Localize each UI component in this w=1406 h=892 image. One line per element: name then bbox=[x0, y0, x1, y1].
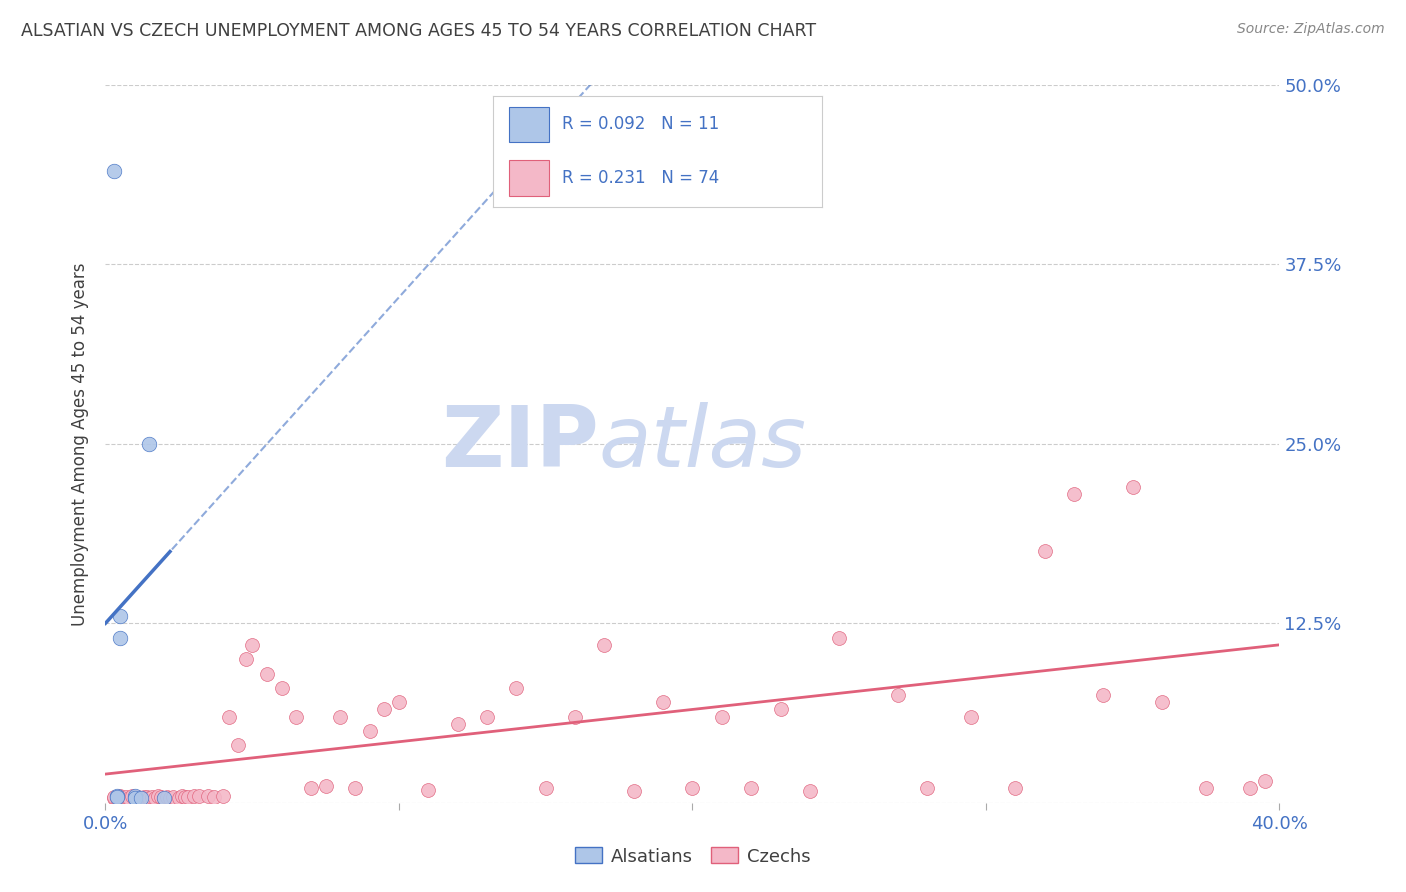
Point bbox=[240, 638, 263, 652]
Point bbox=[124, 790, 146, 805]
Point bbox=[141, 790, 163, 805]
Point bbox=[127, 790, 149, 805]
Point bbox=[124, 789, 146, 803]
Point bbox=[1092, 688, 1115, 702]
Point bbox=[623, 784, 645, 798]
Point bbox=[446, 716, 468, 731]
Point bbox=[505, 681, 527, 695]
Point bbox=[1239, 781, 1261, 796]
Point bbox=[285, 709, 308, 723]
Point bbox=[343, 781, 366, 796]
Point bbox=[156, 790, 179, 805]
Point bbox=[150, 790, 173, 805]
Point bbox=[188, 789, 211, 803]
Point bbox=[103, 791, 125, 805]
Point bbox=[682, 781, 704, 796]
Point bbox=[153, 791, 176, 805]
Y-axis label: Unemployment Among Ages 45 to 54 years: Unemployment Among Ages 45 to 54 years bbox=[72, 262, 90, 625]
Point bbox=[124, 791, 146, 805]
Point bbox=[270, 681, 292, 695]
Point bbox=[148, 789, 170, 803]
Point bbox=[1004, 781, 1026, 796]
Point bbox=[887, 688, 910, 702]
Point bbox=[176, 790, 198, 805]
Point bbox=[105, 789, 128, 803]
Point bbox=[740, 781, 762, 796]
Point bbox=[108, 631, 131, 645]
Point bbox=[159, 791, 181, 805]
Point bbox=[226, 739, 249, 753]
Point bbox=[373, 702, 395, 716]
Point bbox=[256, 666, 278, 681]
Text: ALSATIAN VS CZECH UNEMPLOYMENT AMONG AGES 45 TO 54 YEARS CORRELATION CHART: ALSATIAN VS CZECH UNEMPLOYMENT AMONG AGE… bbox=[21, 22, 817, 40]
Point bbox=[1254, 774, 1277, 789]
Point bbox=[329, 709, 352, 723]
Point bbox=[115, 790, 138, 805]
Point bbox=[1195, 781, 1218, 796]
Point bbox=[183, 789, 205, 803]
Point bbox=[162, 790, 184, 805]
Point bbox=[105, 790, 128, 805]
Point bbox=[197, 789, 219, 803]
Point bbox=[1122, 480, 1144, 494]
Point bbox=[211, 789, 233, 803]
Point bbox=[143, 791, 166, 805]
Text: ZIP: ZIP bbox=[441, 402, 599, 485]
Point bbox=[299, 781, 322, 796]
Point bbox=[105, 791, 128, 805]
Point bbox=[153, 791, 176, 805]
Point bbox=[218, 709, 240, 723]
Point bbox=[108, 609, 131, 624]
Point bbox=[173, 790, 195, 805]
Point bbox=[124, 791, 146, 805]
Text: atlas: atlas bbox=[599, 402, 807, 485]
Legend: Alsatians, Czechs: Alsatians, Czechs bbox=[567, 840, 818, 872]
Point bbox=[167, 791, 190, 805]
Point bbox=[121, 789, 143, 803]
Point bbox=[129, 791, 152, 805]
Point bbox=[129, 791, 152, 805]
Point bbox=[235, 652, 257, 666]
Point bbox=[828, 631, 851, 645]
Point bbox=[103, 164, 125, 178]
Point bbox=[315, 779, 337, 793]
Point bbox=[124, 791, 146, 805]
Point bbox=[359, 724, 381, 739]
Point bbox=[593, 638, 616, 652]
Point bbox=[112, 791, 135, 805]
Point bbox=[960, 709, 983, 723]
Point bbox=[118, 791, 141, 805]
Point bbox=[534, 781, 557, 796]
Point bbox=[388, 695, 411, 709]
Point bbox=[475, 709, 498, 723]
Text: Source: ZipAtlas.com: Source: ZipAtlas.com bbox=[1237, 22, 1385, 37]
Point bbox=[769, 702, 792, 716]
Point bbox=[108, 789, 131, 803]
Point bbox=[103, 790, 125, 805]
Point bbox=[917, 781, 939, 796]
Point bbox=[108, 790, 131, 805]
Point bbox=[652, 695, 675, 709]
Point bbox=[135, 790, 157, 805]
Point bbox=[138, 791, 160, 805]
Point bbox=[564, 709, 586, 723]
Point bbox=[132, 790, 155, 805]
Point bbox=[799, 784, 821, 798]
Point bbox=[1063, 487, 1085, 501]
Point bbox=[418, 783, 440, 797]
Point bbox=[1033, 544, 1056, 558]
Point bbox=[138, 437, 160, 451]
Point bbox=[1150, 695, 1173, 709]
Point bbox=[710, 709, 733, 723]
Point bbox=[202, 790, 225, 805]
Point bbox=[170, 789, 193, 803]
